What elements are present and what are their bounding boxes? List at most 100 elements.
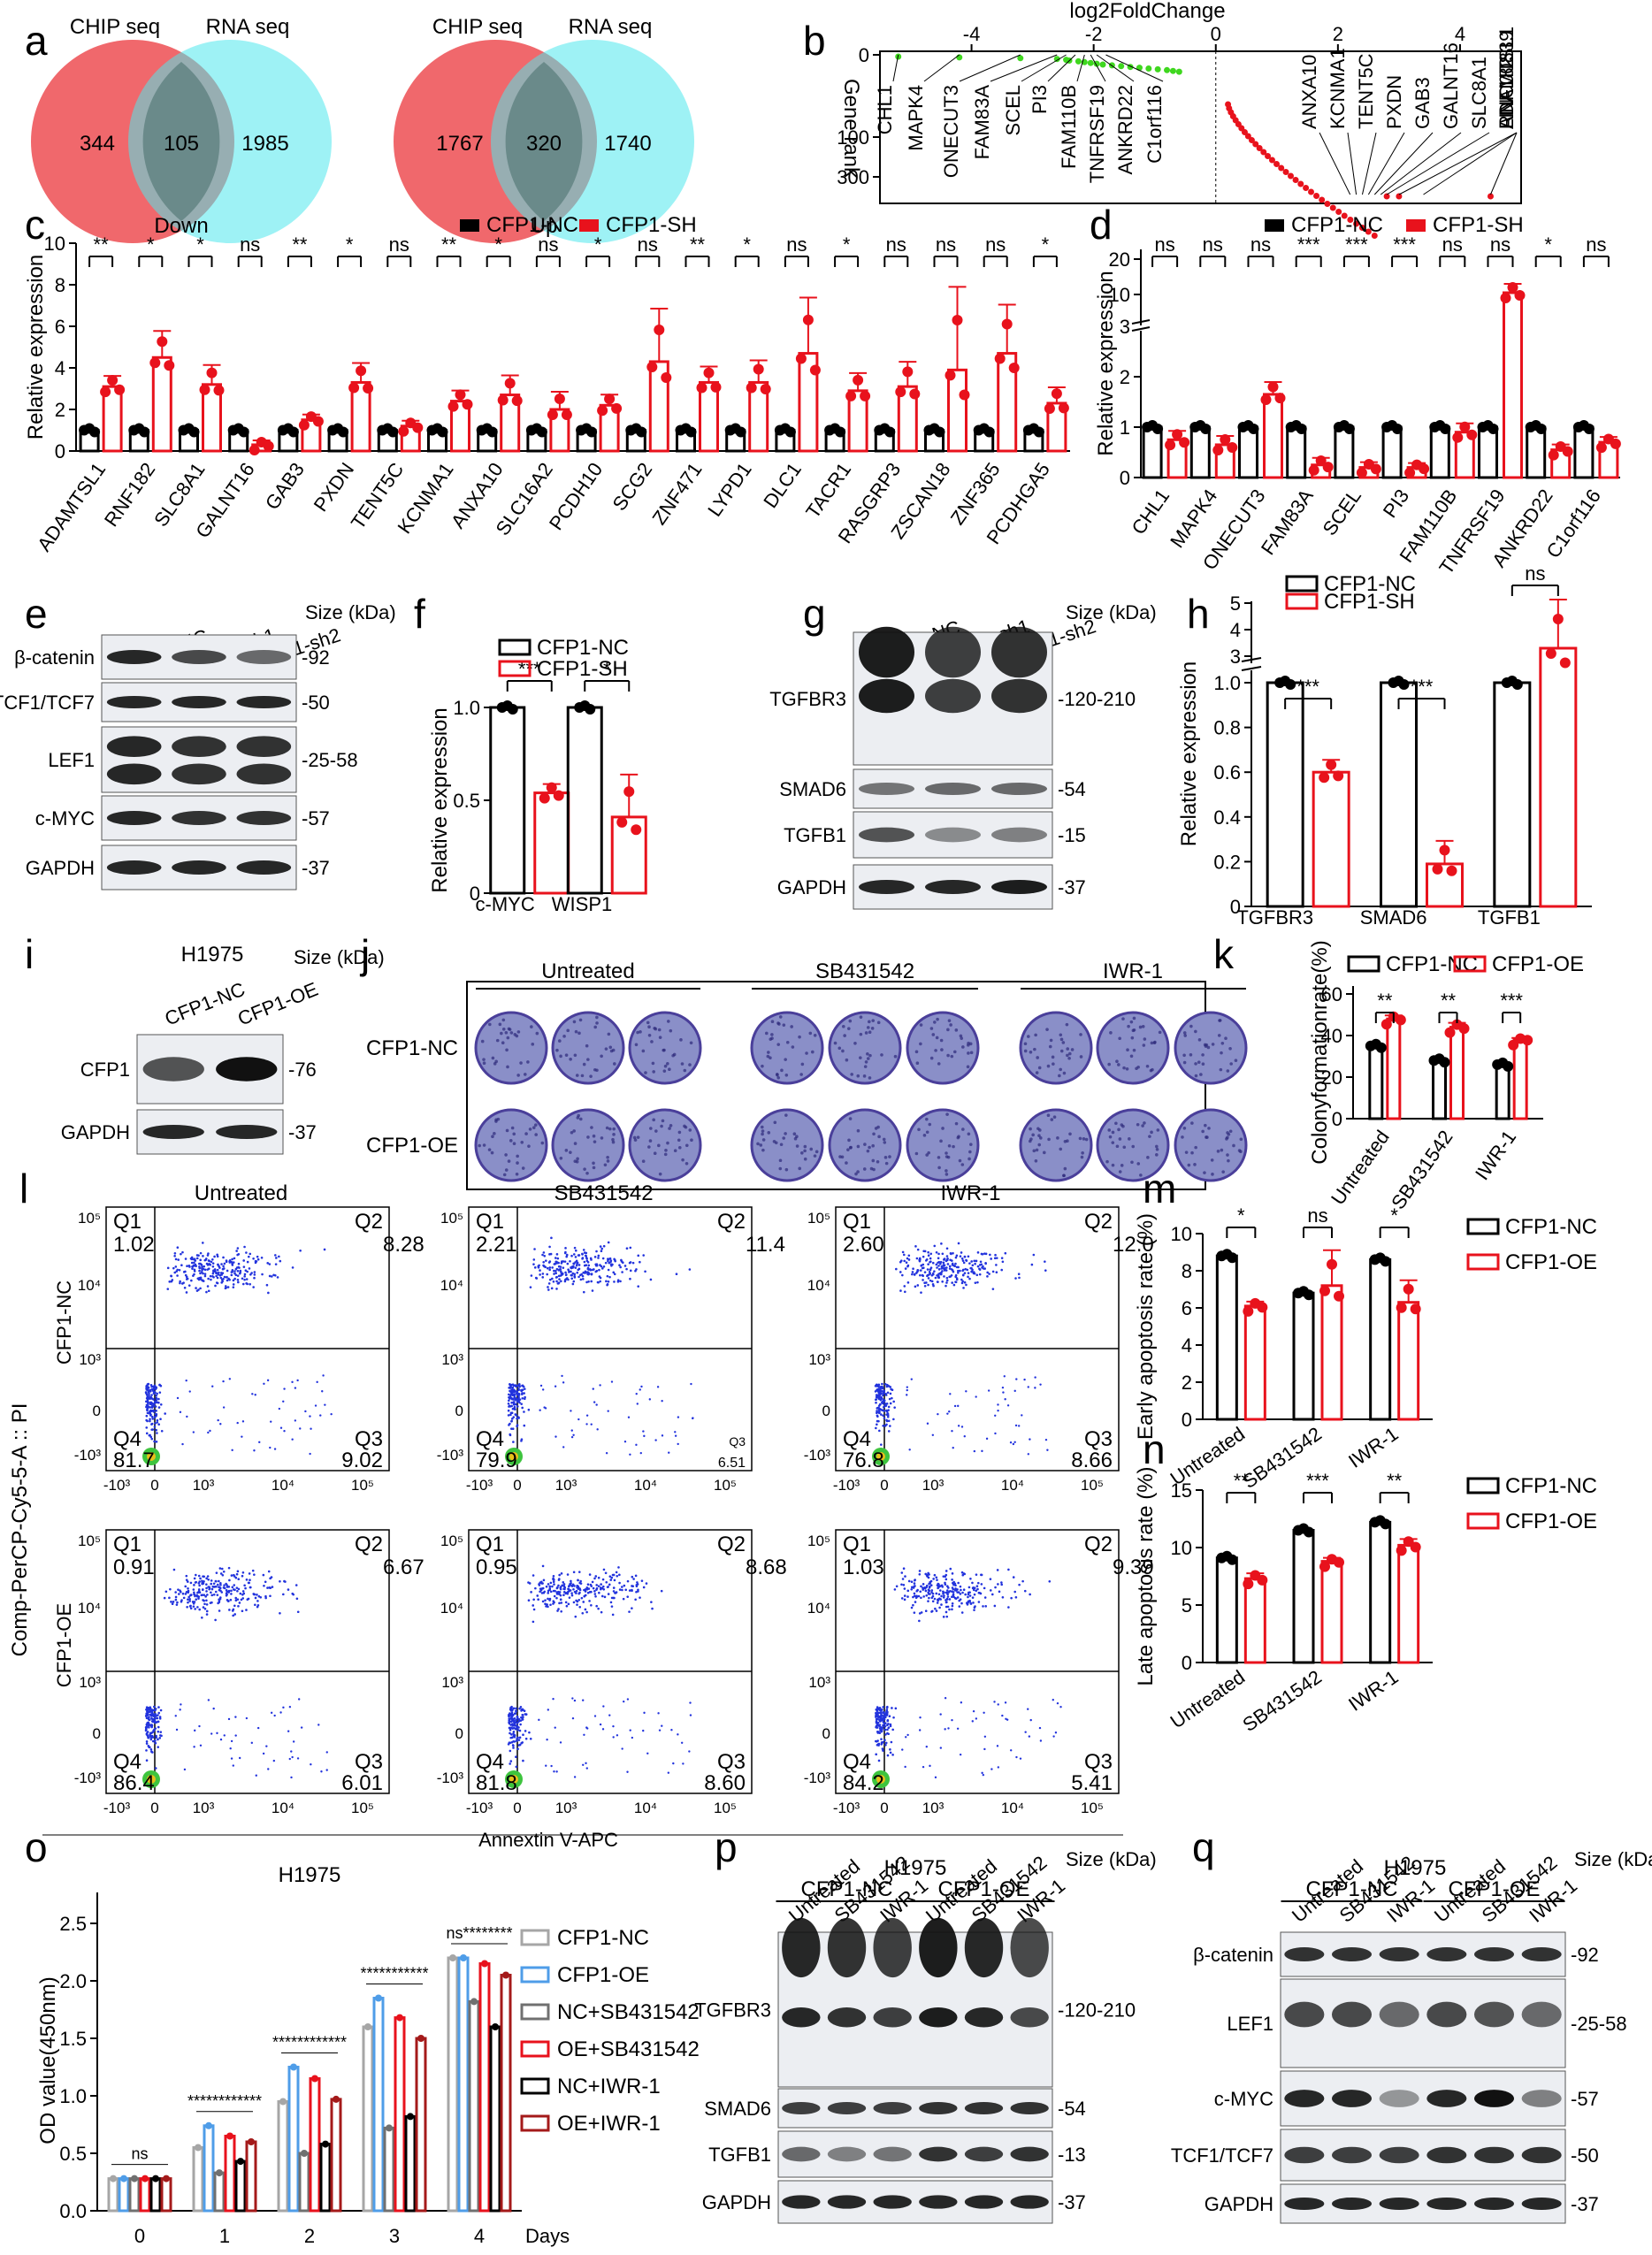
significance-label: ns: [1586, 233, 1606, 256]
event-dot: [233, 1277, 236, 1280]
event-dot: [558, 1593, 561, 1595]
bar-dot: [417, 2035, 424, 2042]
event-dot: [511, 1407, 515, 1410]
event-dot: [532, 1604, 535, 1607]
bar-dot: [311, 2075, 318, 2083]
colony-plate: [1174, 1108, 1248, 1182]
dot-nc: [1304, 1289, 1314, 1301]
colony: [919, 1042, 922, 1046]
bar-CFP1-OE-dot: [1444, 1027, 1456, 1038]
colony: [530, 1025, 533, 1028]
event-dot: [949, 1567, 952, 1571]
colony: [688, 1063, 692, 1066]
event-dot: [542, 1578, 546, 1582]
colony: [662, 1048, 665, 1052]
event-dot: [156, 1421, 159, 1424]
blot-band: [991, 678, 1047, 714]
event-dot: [541, 1564, 545, 1568]
point-down: [1099, 61, 1106, 68]
bar-CFP1-SH-dot: [1452, 432, 1464, 443]
event-dot: [217, 1418, 219, 1422]
event-dot: [884, 1741, 888, 1745]
event-dot: [941, 1252, 945, 1256]
event-dot: [927, 1600, 929, 1602]
event-dot: [885, 1712, 889, 1716]
gene-label-down: MAPK4: [905, 85, 927, 151]
event-dot: [597, 1585, 600, 1587]
event-dot: [310, 1427, 312, 1430]
event-dot: [881, 1708, 883, 1711]
colony-plate: [628, 1108, 702, 1182]
event-dot: [507, 1402, 510, 1405]
colony: [603, 1163, 608, 1167]
event-dot: [154, 1716, 157, 1720]
event-dot: [220, 1567, 224, 1571]
colony: [582, 1062, 586, 1066]
event-dot: [937, 1598, 940, 1601]
colony: [1115, 1144, 1120, 1149]
event-dot: [233, 1257, 236, 1260]
event-dot: [534, 1276, 538, 1280]
bar-CFP1-NC: [1286, 425, 1307, 479]
colony: [577, 1031, 581, 1036]
panel-letter-h: h: [1187, 591, 1210, 637]
point-up: [1371, 233, 1378, 239]
event-dot: [511, 1714, 515, 1716]
event-dot: [247, 1597, 250, 1601]
event-dot: [620, 1260, 623, 1263]
colony: [960, 1036, 964, 1040]
quadrant-value-Q4: 86.4: [113, 1771, 155, 1795]
x-tick-label: 0: [150, 1477, 158, 1494]
colony: [803, 1149, 807, 1153]
colony: [928, 1122, 932, 1127]
bar-CFP1-SH-dot: [1326, 759, 1337, 770]
event-dot: [516, 1722, 519, 1724]
colony: [1067, 1057, 1071, 1060]
event-dot: [628, 1589, 631, 1592]
event-dot: [200, 1271, 203, 1273]
bar-CFP1-SH-dot: [462, 399, 473, 410]
event-dot: [521, 1713, 524, 1716]
blot-band: [1473, 2197, 1515, 2211]
event-dot: [1017, 1273, 1021, 1276]
event-dot: [557, 1608, 560, 1610]
significance-label: ************: [272, 2034, 347, 2052]
event-dot: [619, 1265, 622, 1269]
event-dot: [885, 1409, 888, 1412]
colony: [770, 1033, 774, 1036]
blot-band: [142, 1057, 204, 1082]
event-dot: [945, 1610, 948, 1614]
event-dot: [993, 1701, 996, 1703]
bar-CFP1-SH-dot: [853, 374, 864, 386]
event-dot: [198, 1269, 201, 1273]
bar-NC+IWR-1: [149, 2177, 162, 2213]
significance-label: ns: [1525, 562, 1545, 585]
event-dot: [961, 1280, 964, 1283]
event-dot: [211, 1585, 215, 1588]
event-dot: [913, 1611, 916, 1614]
event-dot: [973, 1259, 976, 1263]
colony: [1155, 1144, 1159, 1149]
y-tick-label: 10: [1171, 1537, 1192, 1559]
label-leader: [1105, 54, 1164, 82]
blot-band: [991, 626, 1047, 678]
colony: [915, 1061, 920, 1066]
flow-x-axis-label: Annextin V-APC: [478, 1829, 618, 1851]
event-dot: [221, 1272, 225, 1274]
colony: [490, 1150, 494, 1155]
bar-CFP1-OE: [287, 2066, 300, 2213]
event-dot: [157, 1738, 159, 1741]
event-dot: [524, 1713, 528, 1716]
colony: [777, 1022, 781, 1026]
bar-CFP1-SH-dot: [546, 782, 557, 793]
event-dot: [925, 1746, 929, 1748]
row-label: c-MYC: [1214, 2088, 1273, 2110]
event-dot: [583, 1588, 585, 1592]
x-tick-label: 0: [880, 1800, 888, 1816]
event-dot: [512, 1401, 516, 1403]
event-dot: [187, 1601, 189, 1604]
event-dot: [151, 1397, 154, 1401]
event-dot: [600, 1247, 603, 1250]
event-dot: [989, 1578, 992, 1580]
event-dot: [585, 1414, 589, 1417]
